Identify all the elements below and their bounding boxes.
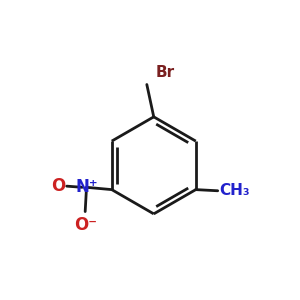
Text: Br: Br	[156, 65, 175, 80]
Text: O: O	[51, 177, 65, 195]
Text: N⁺: N⁺	[75, 178, 98, 196]
Text: O⁻: O⁻	[74, 216, 97, 234]
Text: CH₃: CH₃	[219, 183, 250, 198]
